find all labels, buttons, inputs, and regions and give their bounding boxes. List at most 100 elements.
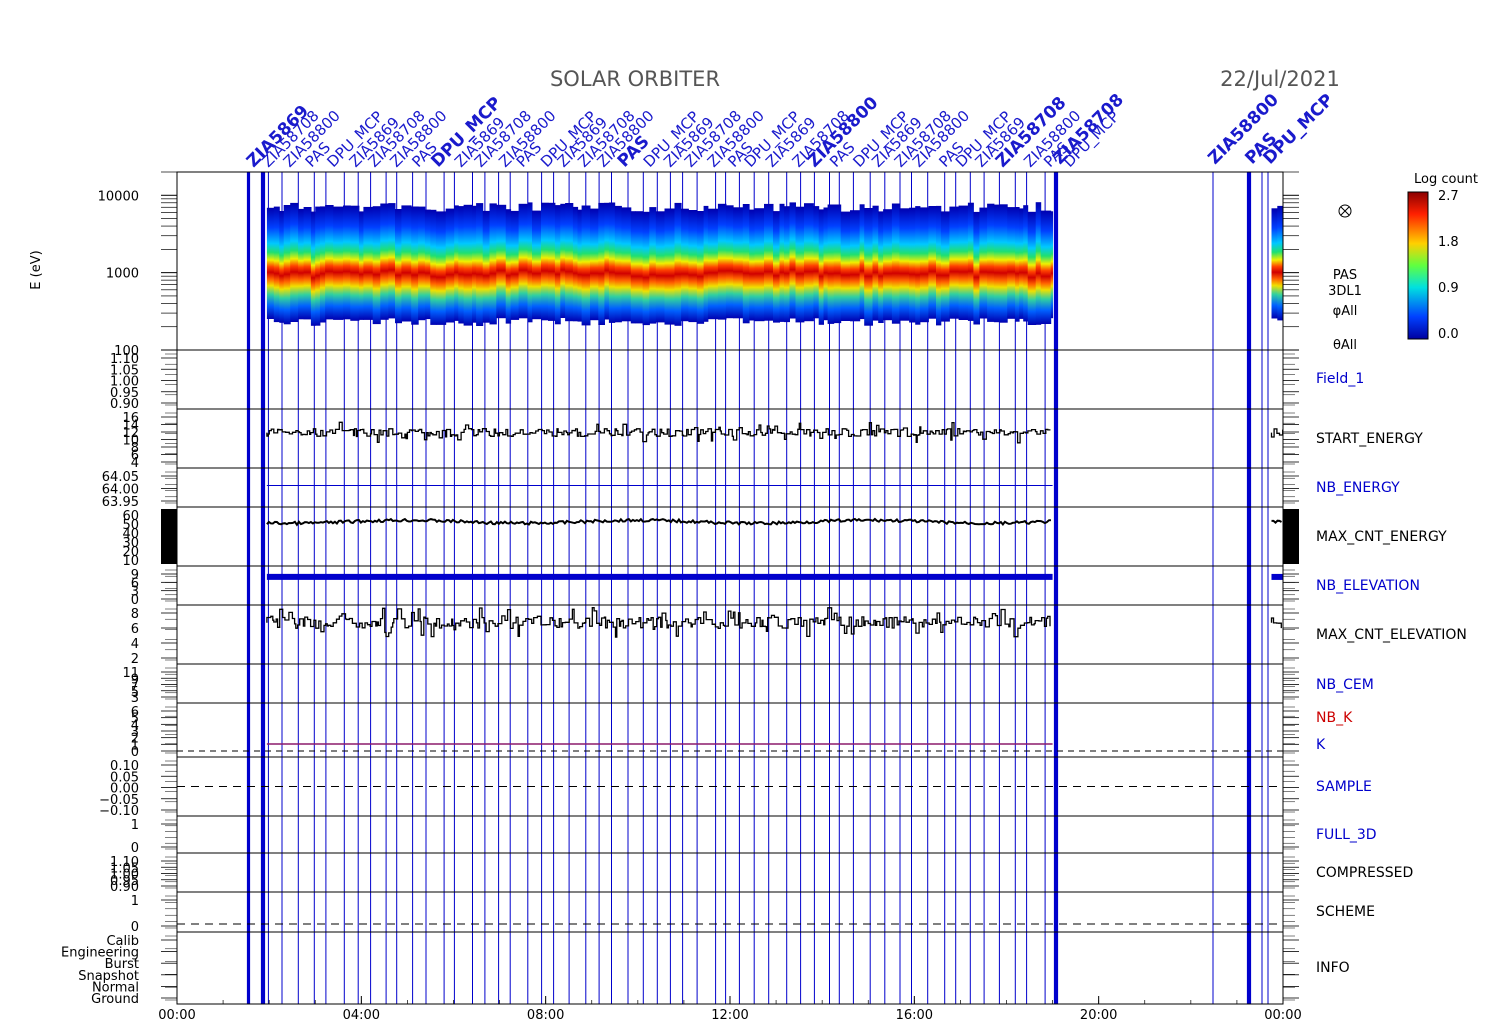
ytick-label-max_cnt_energy: 20 — [122, 545, 139, 560]
mission-title: SOLAR ORBITER — [550, 67, 720, 91]
panel-frame-start_energy — [176, 408, 1284, 469]
ytick-label-full_3d: 0 — [131, 841, 139, 856]
spectrogram-column — [273, 206, 280, 323]
panel-frame-nb_k — [176, 702, 1284, 758]
ytick-label-nb_energy: 64.05 — [102, 470, 139, 485]
spectrogram-column — [581, 205, 591, 326]
trace-max_cnt_energy — [266, 517, 1051, 527]
colorbar-scale — [1407, 191, 1429, 340]
ytick-label-sample: 0.10 — [110, 759, 139, 774]
spectrogram-column — [527, 202, 533, 323]
spectrogram-column — [325, 205, 334, 320]
spectrogram-column — [928, 206, 937, 319]
xtick-label: 08:00 — [527, 1008, 564, 1020]
colorbar: 2.7 1.8 0.9 0.0 — [1407, 189, 1459, 342]
spectrogram-column — [560, 203, 566, 318]
spectrogram-column — [840, 211, 851, 321]
spectrogram-column — [899, 208, 910, 321]
ytick-label-scheme: 1 — [131, 894, 139, 909]
spectrogram-column — [642, 211, 650, 326]
spectrogram-column — [445, 208, 455, 323]
ytick-label-compressed: 1.00 — [110, 868, 139, 883]
spectrogram-column — [577, 209, 583, 322]
ytick-label-max_cnt_energy: 10 — [122, 554, 139, 569]
ytick-label-nb_k: 2 — [131, 732, 139, 747]
spectrogram-column — [476, 203, 484, 326]
spectrogram-column — [418, 206, 426, 321]
spectrogram-column — [1015, 207, 1020, 322]
trace-max_cnt_elevation — [266, 607, 1051, 638]
spectrogram-column — [717, 203, 727, 320]
spectrogram-column — [850, 210, 861, 322]
spectrogram-column — [435, 211, 447, 325]
spectrogram-column — [401, 205, 412, 322]
panel-frame-max_cnt_energy — [176, 506, 1284, 567]
panel-label-sample: SAMPLE — [1316, 779, 1372, 795]
spectrogram-column — [298, 208, 304, 320]
ytick-label-info: Calib — [106, 934, 139, 949]
spectrogram-column — [655, 211, 665, 323]
panel-label-full_3d: FULL_3D — [1316, 827, 1377, 843]
spectrogram-column — [936, 205, 942, 326]
panel-label-k: K — [1316, 737, 1326, 753]
ytick-label-start_energy: 8 — [131, 441, 139, 456]
ytick-label-sample: 0.00 — [110, 782, 139, 797]
ytick-label-max_cnt_energy: 30 — [122, 536, 139, 551]
panel-label-nb_cem: NB_CEM — [1316, 677, 1374, 693]
spectrogram-column — [411, 206, 419, 325]
xtick-label: 04:00 — [343, 1008, 380, 1020]
direction-into-page-icon — [1338, 204, 1352, 218]
ytick-label-field_1: 1.10 — [110, 352, 139, 367]
range-bar-right — [1283, 509, 1299, 564]
spectrogram-column — [1027, 211, 1037, 325]
spectrogram-column — [505, 209, 512, 324]
spectrogram-column — [333, 206, 344, 320]
ytick-label-nb_k: 1 — [131, 738, 139, 753]
spectrogram-column — [283, 205, 291, 325]
ytick-label-nb_elevation: 9 — [131, 568, 139, 583]
ytick-label-start_energy: 10 — [122, 434, 139, 449]
ytick-label-spectrogram: 1000 — [106, 267, 139, 282]
spectrogram-column — [266, 207, 275, 319]
spectrogram-column — [279, 211, 285, 323]
spectrogram-column — [823, 207, 829, 321]
ytick-label-full_3d: 1 — [131, 818, 139, 833]
ytick-label-start_energy: 6 — [131, 449, 139, 464]
ytick-label-max_cnt_elevation: 2 — [131, 652, 139, 667]
ytick-label-info: Ground — [91, 992, 139, 1007]
spectrogram-column — [541, 202, 549, 321]
spectrogram-column — [979, 207, 988, 319]
panel-label-nb_k: NB_K — [1316, 710, 1353, 726]
spectrogram-column — [1019, 208, 1024, 319]
spectrogram-column — [688, 210, 698, 323]
spectrogram-column — [1040, 210, 1052, 324]
ytick-label-info: Snapshot — [78, 969, 139, 984]
spectrogram-column — [864, 208, 873, 326]
spectrogram-column — [749, 209, 756, 321]
ytick-label-scheme: 0 — [131, 920, 139, 935]
colorbar-title: Log count — [1414, 172, 1478, 187]
spectrogram-column — [1007, 207, 1016, 319]
spectrogram-column — [303, 207, 312, 320]
direction-into-page-icon-cross — [1340, 206, 1350, 216]
spectrogram-column — [764, 203, 774, 321]
panel-frame-field_1 — [176, 349, 1284, 410]
ytick-label-nb_k: 5 — [131, 712, 139, 727]
ytick-label-sample: 0.05 — [110, 770, 139, 785]
panel-frame-info — [176, 931, 1284, 1005]
panel-label-field_1: Field_1 — [1316, 371, 1364, 387]
spectrogram-column — [891, 203, 900, 324]
spectrogram-column — [614, 205, 622, 323]
spectrogram-column — [454, 205, 459, 321]
spectrogram-column — [548, 202, 556, 321]
spectrogram-column — [350, 205, 360, 321]
colorbar-tick-label: 0.9 — [1438, 281, 1459, 296]
ytick-label-info: Normal — [92, 980, 139, 995]
panel-label-nb_energy: NB_ENERGY — [1316, 480, 1400, 496]
panel-frame-nb_elevation — [176, 565, 1284, 606]
xtick-label: 16:00 — [896, 1008, 933, 1020]
panel-traces — [177, 421, 1284, 925]
spectrogram-right-label: 3DL1 — [1328, 284, 1362, 299]
ytick-label-start_energy: 12 — [122, 426, 139, 441]
